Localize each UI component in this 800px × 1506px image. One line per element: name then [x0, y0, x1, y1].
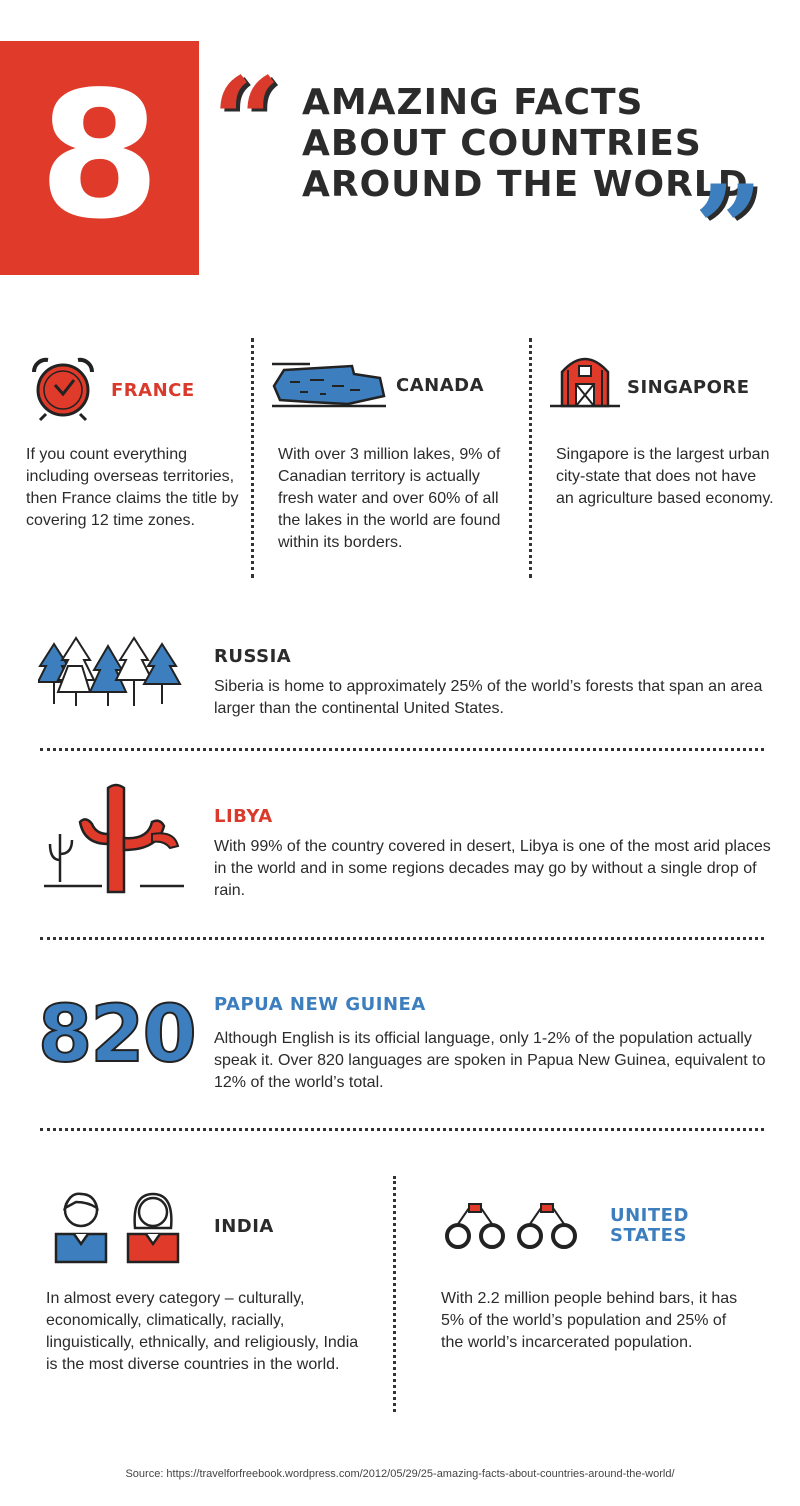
fact-text: Although English is its official languag… [214, 1030, 766, 1091]
close-quote-icon: ” ” [694, 159, 768, 303]
country-name: RUSSIA [214, 646, 292, 667]
forest-icon [38, 636, 182, 706]
divider [40, 748, 764, 751]
divider [529, 338, 532, 578]
fact-text: With 2.2 million people behind bars, it … [441, 1290, 738, 1351]
fact-text: If you count everything including overse… [26, 446, 239, 529]
page-title: AMAZING FACTS ABOUT COUNTRIES AROUND THE… [302, 82, 749, 205]
cactus-icon [44, 783, 184, 894]
country-name: FRANCE [111, 380, 195, 401]
handcuffs-icon [445, 1203, 577, 1249]
fact-text: With 99% of the country covered in deser… [214, 838, 771, 899]
country-name: LIBYA [214, 806, 273, 827]
lake-icon [272, 362, 386, 408]
barn-icon [550, 357, 620, 408]
fact-text: Singapore is the largest urban city-stat… [556, 446, 774, 507]
fact-text: In almost every category – culturally, e… [46, 1290, 359, 1373]
divider [40, 1128, 764, 1131]
alarm-clock-icon [31, 357, 95, 422]
divider [393, 1176, 396, 1412]
languages-count: 820 [37, 989, 198, 1081]
country-name: INDIA [214, 1216, 274, 1237]
open-quote-icon: “ “ [212, 51, 286, 195]
divider [251, 338, 254, 578]
fact-text: Siberia is home to approximately 25% of … [214, 678, 763, 717]
country-name: UNITED STATES [610, 1205, 689, 1246]
divider [40, 937, 764, 940]
fact-text: With over 3 million lakes, 9% of Canadia… [278, 446, 501, 551]
country-name: PAPUA NEW GUINEA [214, 994, 426, 1015]
country-name: CANADA [396, 375, 485, 396]
people-icon [54, 1192, 180, 1264]
number-eight: 8 [38, 55, 161, 258]
number-badge: 8 [0, 41, 199, 275]
source-citation: Source: https://travelforfreebook.wordpr… [125, 1468, 675, 1480]
country-name: SINGAPORE [627, 377, 750, 398]
